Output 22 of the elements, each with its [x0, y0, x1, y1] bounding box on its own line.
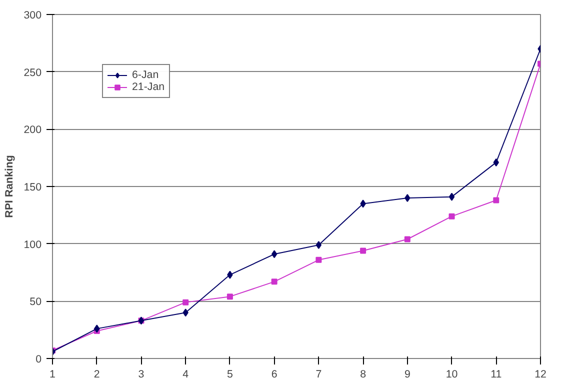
x-tick-label: 12 [534, 368, 546, 380]
x-tick-label: 7 [316, 368, 322, 380]
x-tick-label: 4 [182, 368, 189, 380]
y-tick-label: 200 [24, 124, 42, 136]
legend-label: 21-Jan [132, 81, 165, 93]
y-tick-label: 250 [24, 66, 42, 79]
y-tick-label: 150 [24, 182, 42, 194]
y-tick-label: 100 [24, 238, 42, 251]
y-tick-label: 300 [24, 10, 42, 22]
x-tick-label: 1 [50, 368, 56, 380]
legend-label: 6-Jan [132, 69, 159, 81]
x-tick-label: 2 [94, 368, 100, 380]
y-axis-title: RPI Ranking [4, 155, 16, 218]
x-tick-label: 6 [271, 368, 278, 380]
x-tick-label: 11 [490, 368, 502, 380]
x-tick-label: 5 [226, 368, 233, 380]
x-tick-label: 8 [360, 368, 366, 380]
x-tick-label: 9 [404, 368, 410, 380]
x-tick-label: 10 [446, 368, 458, 380]
y-tick-label: 0 [36, 354, 42, 366]
x-tick-label: 3 [138, 368, 144, 380]
y-tick-label: 50 [30, 296, 42, 308]
